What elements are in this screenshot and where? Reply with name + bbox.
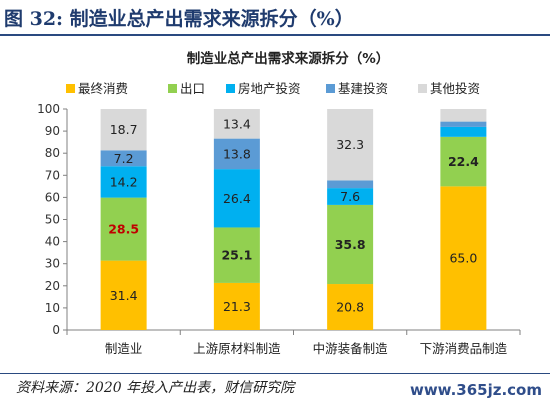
bar-segment [213,282,260,330]
x-tick-label: 下游消费品制造 [420,341,508,356]
legend-swatch [168,84,177,93]
data-label: 20.8 [336,300,364,315]
title-rule [0,34,550,36]
watermark: www.365jz.com [409,381,542,399]
y-tick-label: 100 [37,102,60,116]
data-label: 31.4 [110,288,138,303]
bottom-rule [0,373,550,374]
data-label: 21.3 [223,299,251,314]
y-tick-label: 40 [45,235,60,249]
chart-title: 制造业总产出需求来源拆分（%） [187,50,390,67]
x-tick-label: 中游装备制造 [313,341,389,356]
data-label: 65.0 [449,251,477,266]
legend-label: 出口 [180,81,205,96]
data-label: 18.7 [110,122,138,137]
legend-swatch [418,84,427,93]
bar-segment [213,227,260,283]
chart-legend: 最终消费 出口 房地产投资 基建投资 其他投资 [66,81,480,96]
y-tick-label: 0 [52,323,60,337]
data-label: 13.8 [223,146,251,161]
bar-segment [100,260,147,330]
y-tick-label: 30 [45,257,60,271]
bar-segment [327,109,374,181]
data-label: 22.4 [448,154,479,169]
bar-segment [213,138,260,170]
y-tick-label: 60 [45,190,60,204]
legend-label: 房地产投资 [238,81,301,96]
data-label: 26.4 [223,191,251,206]
legend-label: 其他投资 [430,81,480,96]
bar-segment [440,126,487,137]
bar-segment [440,186,487,330]
bar-segment [327,284,374,330]
bar-segment [100,166,147,198]
data-label: 14.2 [110,174,138,189]
bar-segment [440,121,487,127]
source-note: 资料来源：2020 年投入产出表，财信研究院 [16,380,295,396]
bar-segment [213,169,260,228]
y-tick-label: 90 [45,124,60,138]
figure-title: 图 32: 制造业总产出需求来源拆分（%） [4,8,354,30]
plot-area: 0 10 20 30 40 50 60 70 80 90 100 31.4 28.5 14.2 7.2 18.… [37,102,521,356]
y-tick-label: 10 [45,301,60,315]
data-label: 25.1 [221,248,252,263]
legend-swatch [326,84,335,93]
bar-segment [327,180,374,189]
y-tick-label: 50 [45,213,60,227]
bar-segment [440,109,487,122]
data-label: 7.6 [340,189,360,204]
data-label: 35.8 [335,237,366,252]
legend-label: 最终消费 [78,81,128,96]
bar-segment [100,150,147,167]
y-tick-label: 70 [45,168,60,182]
data-label: 28.5 [108,222,139,237]
bar-segment [440,136,487,187]
x-tick-label: 上游原材料制造 [193,341,281,356]
legend-swatch [226,84,235,93]
x-tick-label: 制造业 [105,341,143,356]
stacked-bar-chart: 制造业总产出需求来源拆分（%） 最终消费 出口 房地产投资 基建投资 其他投资 0 10 2… [37,50,521,356]
data-label: 13.4 [223,116,251,131]
bar-segment [327,188,374,205]
bar-segment [100,197,147,261]
data-label: 32.3 [336,137,364,152]
y-tick-label: 20 [45,279,60,293]
y-tick-label: 80 [45,146,60,160]
data-label: 7.2 [114,151,134,166]
bar-segment [327,204,374,285]
bar-segment [100,109,147,151]
legend-label: 基建投资 [338,81,388,96]
legend-swatch [66,84,75,93]
bar-segment [213,109,260,139]
